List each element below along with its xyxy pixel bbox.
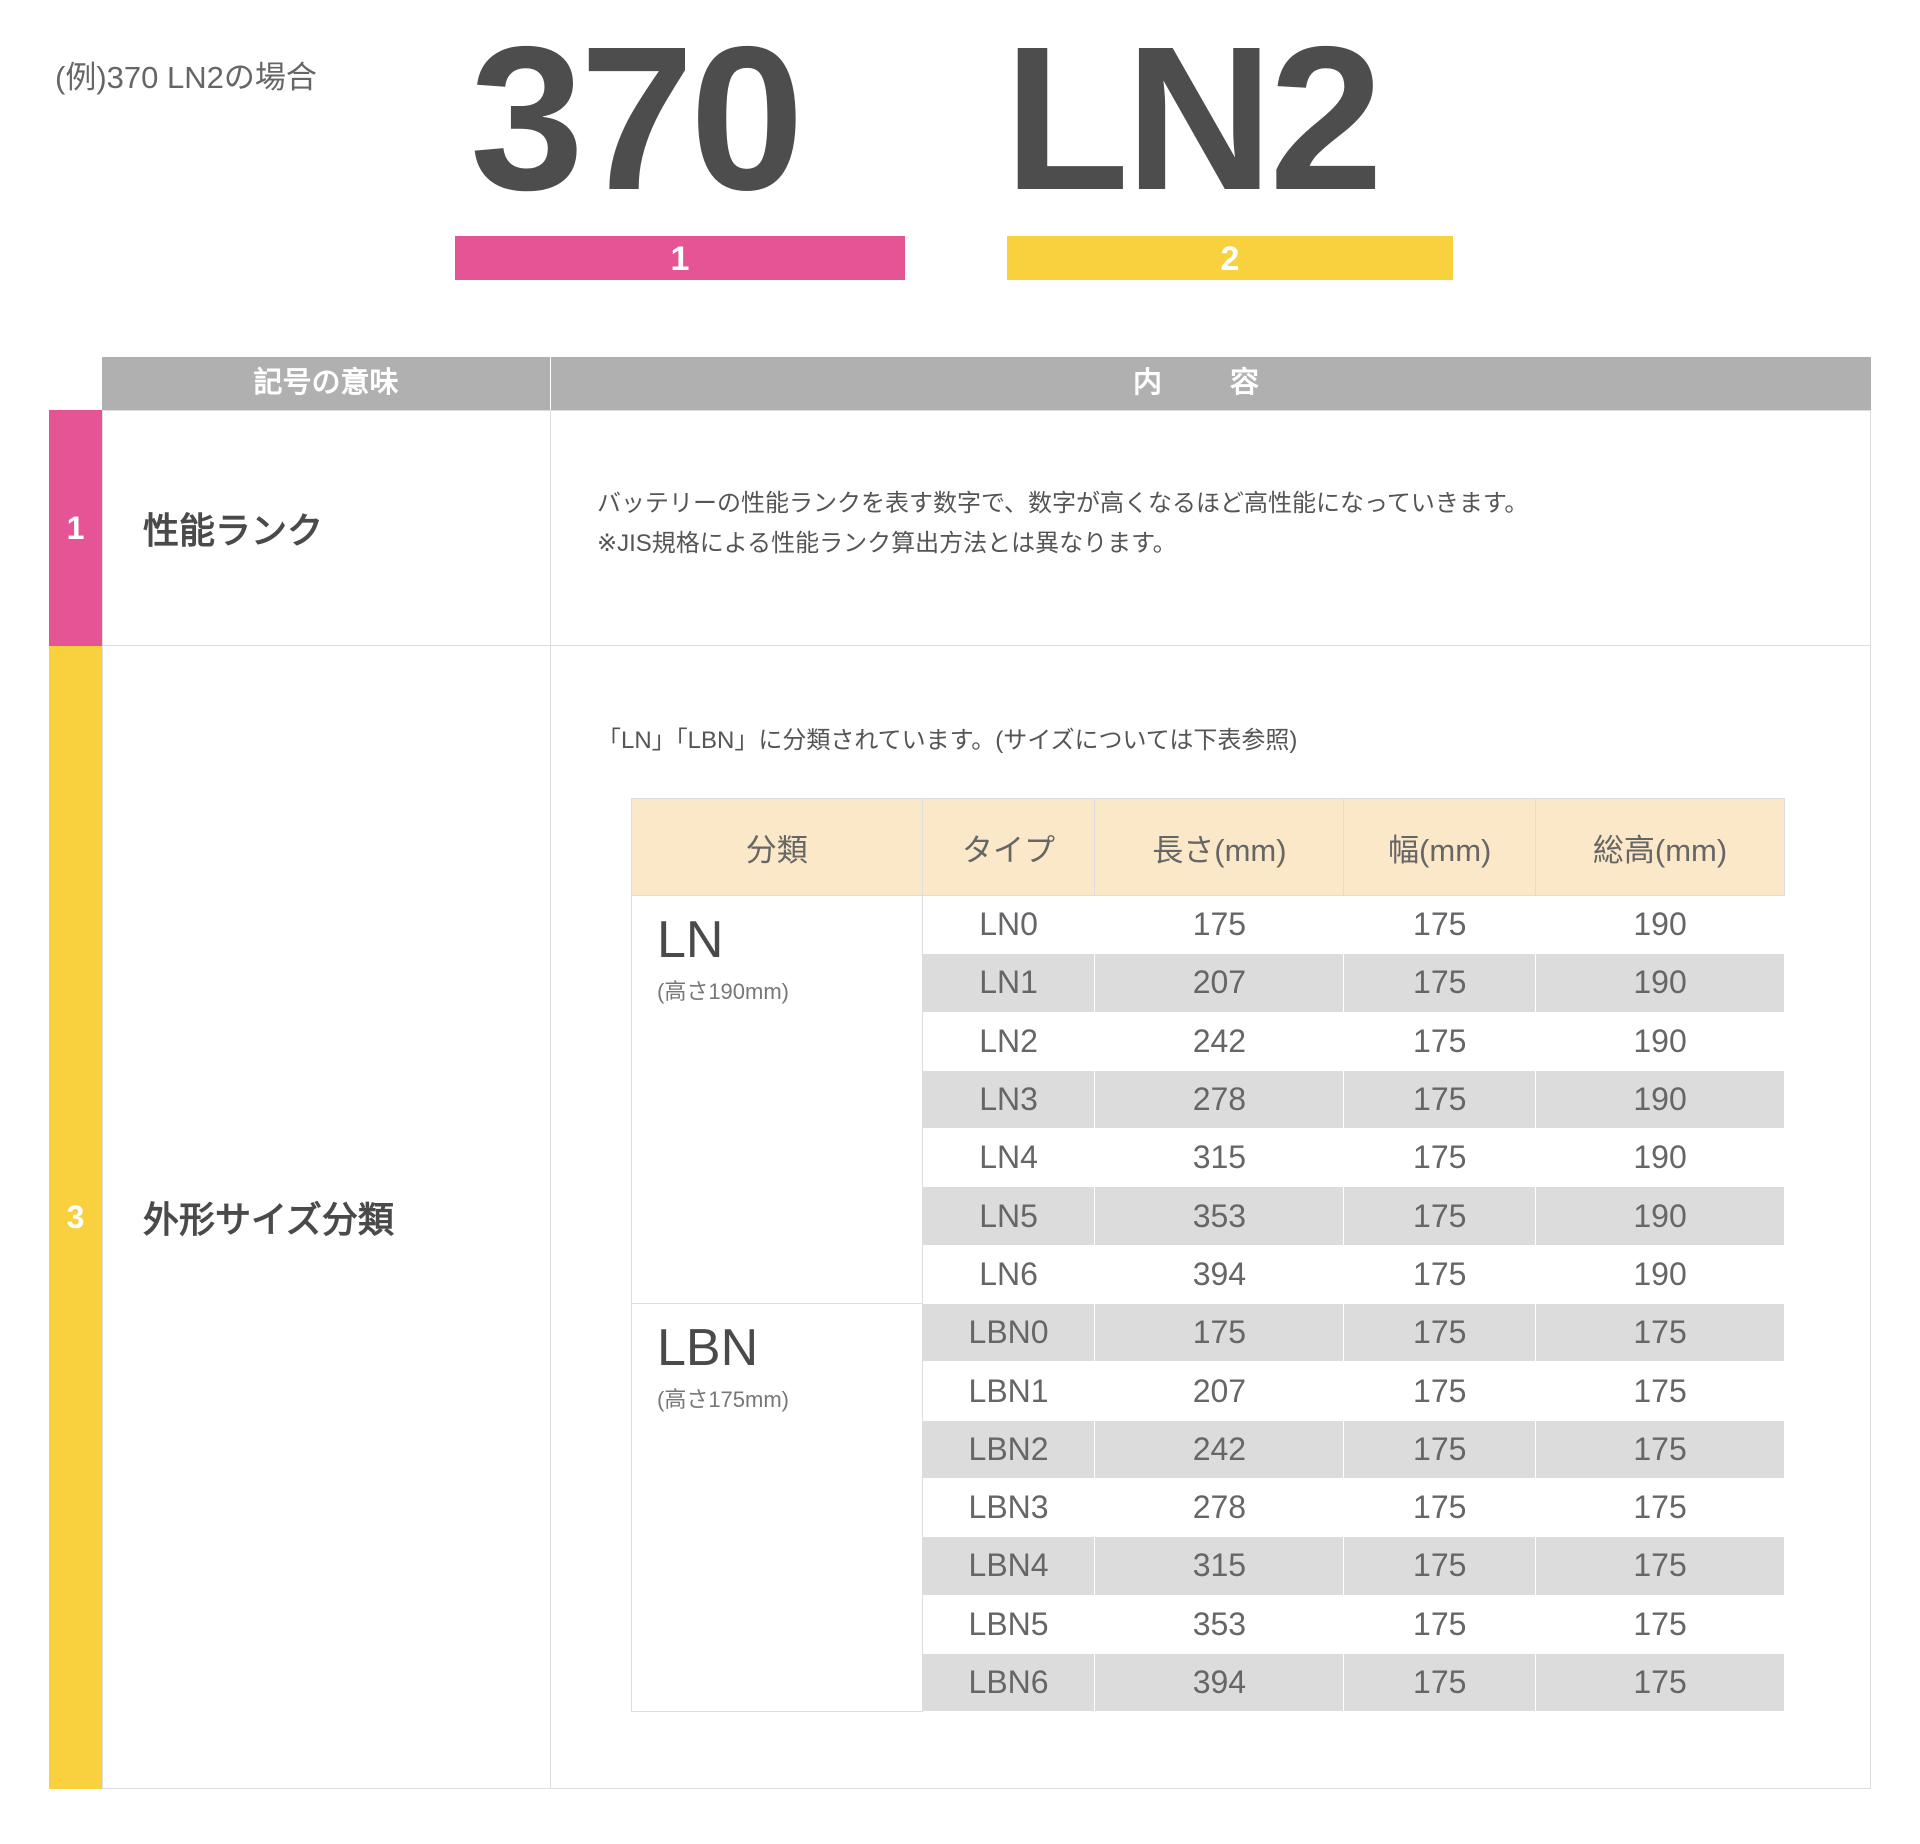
- size-table-header: 分類: [631, 798, 923, 896]
- table-cell: 190: [1535, 1011, 1785, 1071]
- table-cell: 175: [1535, 1361, 1785, 1421]
- size-table-header: 総高(mm): [1535, 798, 1785, 896]
- table-cell: 394: [1094, 1652, 1345, 1713]
- table-row: LN3 278 175 190: [632, 1069, 1785, 1130]
- example-label: (例)370 LN2の場合: [55, 60, 317, 95]
- table-cell: 175: [1343, 1594, 1537, 1654]
- table-cell: LBN4: [921, 1536, 1096, 1596]
- size-table-header: 長さ(mm): [1094, 798, 1345, 896]
- table-cell: 175: [1535, 1652, 1785, 1713]
- table-cell: 175: [1535, 1536, 1785, 1596]
- table-row: LN5 353 175 190: [632, 1186, 1785, 1246]
- group-name: LN: [657, 911, 724, 969]
- table-cell: 175: [1094, 894, 1345, 955]
- table-cell: 190: [1535, 953, 1785, 1013]
- desc-note: ※JIS規格による性能ランク算出方法とは異なります。: [597, 530, 1177, 557]
- row-number-1: 1: [49, 410, 102, 646]
- table-row: LBN5 353 175 175: [632, 1594, 1785, 1654]
- group-cell: LBN (高さ175mm): [631, 1303, 923, 1713]
- table-cell: 278: [1094, 1069, 1345, 1130]
- table-cell: 175: [1343, 1128, 1537, 1188]
- table-cell: 190: [1535, 1069, 1785, 1130]
- table-cell: 190: [1535, 1186, 1785, 1246]
- table-cell: LN0: [921, 894, 1096, 955]
- desc-line: バッテリーの性能ランクを表す数字で、数字が高くなるほど高性能になっていきます。: [597, 490, 1529, 517]
- table-cell: 175: [1535, 1419, 1785, 1479]
- header-content: 内 容: [551, 357, 1871, 410]
- table-cell: 175: [1343, 1419, 1537, 1479]
- table-cell: 175: [1094, 1303, 1345, 1363]
- code-rank: 370: [470, 4, 804, 233]
- size-table: 分類 タイプ 長さ(mm) 幅(mm) 総高(mm) LN (高さ190mm) LN0 175…: [631, 798, 1785, 1713]
- group-height: (高さ175mm): [657, 1387, 790, 1413]
- marker-2: 2: [1007, 236, 1453, 280]
- rank-description: バッテリーの性能ランクを表す数字で、数字が高くなるほど高性能になっていきます。 …: [597, 484, 1528, 564]
- table-cell: LBN5: [921, 1594, 1096, 1654]
- table-cell: LN3: [921, 1069, 1096, 1130]
- table-cell: 278: [1094, 1477, 1345, 1538]
- table-row: LBN6 394 175 175: [632, 1652, 1785, 1713]
- table-cell: 175: [1343, 1477, 1537, 1538]
- table-row: LBN3 278 175 175: [632, 1477, 1785, 1538]
- group-name: LBN: [657, 1319, 759, 1378]
- table-cell: 175: [1535, 1594, 1785, 1654]
- table-cell: 175: [1343, 1244, 1537, 1305]
- table-row: LN2 242 175 190: [632, 1011, 1785, 1071]
- table-cell: 242: [1094, 1419, 1345, 1479]
- row-name: 外形サイズ分類: [143, 1199, 394, 1240]
- table-cell: 175: [1535, 1303, 1785, 1363]
- size-table-header: タイプ: [921, 798, 1096, 896]
- table-row: LN (高さ190mm) LN0 175 175 190: [631, 894, 1785, 1305]
- code-size: LN2: [1004, 4, 1383, 233]
- row-size-name: 外形サイズ分類: [102, 645, 551, 1789]
- table-cell: 353: [1094, 1186, 1345, 1246]
- table-cell: 175: [1343, 1361, 1537, 1421]
- table-cell: LN2: [921, 1011, 1096, 1071]
- table-row: LBN1 207 175 175: [632, 1361, 1785, 1421]
- table-cell: 175: [1343, 1011, 1537, 1071]
- table-cell: 190: [1535, 1128, 1785, 1188]
- table-cell: 175: [1343, 953, 1537, 1013]
- row-number-3: 3: [49, 646, 102, 1789]
- table-cell: 190: [1535, 894, 1785, 955]
- table-cell: 207: [1094, 1361, 1345, 1421]
- size-description: 「LN」「LBN」に分類されています。(サイズについては下表参照): [597, 727, 1298, 754]
- table-row: LBN4 315 175 175: [632, 1536, 1785, 1596]
- table-cell: 315: [1094, 1536, 1345, 1596]
- table-cell: 242: [1094, 1011, 1345, 1071]
- group-height: (高さ190mm): [657, 979, 790, 1004]
- table-cell: LN1: [921, 953, 1096, 1013]
- table-cell: 190: [1535, 1244, 1785, 1305]
- table-cell: LBN1: [921, 1361, 1096, 1421]
- table-cell: 175: [1343, 1069, 1537, 1130]
- header-meaning: 記号の意味: [102, 357, 550, 410]
- table-cell: LN4: [921, 1128, 1096, 1188]
- table-cell: 207: [1094, 953, 1345, 1013]
- row-rank-content: [550, 410, 1871, 646]
- table-row: LBN (高さ175mm) LBN0 175 175 175: [631, 1303, 1785, 1713]
- size-table-header: 幅(mm): [1343, 798, 1537, 896]
- table-row: LBN2 242 175 175: [632, 1419, 1785, 1479]
- table-cell: 175: [1535, 1477, 1785, 1538]
- row-name: 性能ランク: [143, 510, 324, 551]
- table-cell: LBN2: [921, 1419, 1096, 1479]
- table-cell: LN6: [921, 1244, 1096, 1305]
- table-cell: 175: [1343, 1652, 1537, 1713]
- table-cell: LBN6: [921, 1652, 1096, 1713]
- table-cell: LBN3: [921, 1477, 1096, 1538]
- table-cell: 175: [1343, 1536, 1537, 1596]
- marker-1: 1: [455, 236, 905, 280]
- table-cell: 175: [1343, 1186, 1537, 1246]
- table-cell: 175: [1343, 894, 1537, 955]
- table-cell: 394: [1094, 1244, 1345, 1305]
- row-rank-name: 性能ランク: [102, 410, 551, 646]
- table-cell: 353: [1094, 1594, 1345, 1654]
- table-row: LN6 394 175 190: [632, 1244, 1785, 1305]
- table-cell: LN5: [921, 1186, 1096, 1246]
- table-cell: 315: [1094, 1128, 1345, 1188]
- table-cell: 175: [1343, 1303, 1537, 1363]
- table-cell: LBN0: [921, 1303, 1096, 1363]
- group-cell: LN (高さ190mm): [631, 894, 923, 1305]
